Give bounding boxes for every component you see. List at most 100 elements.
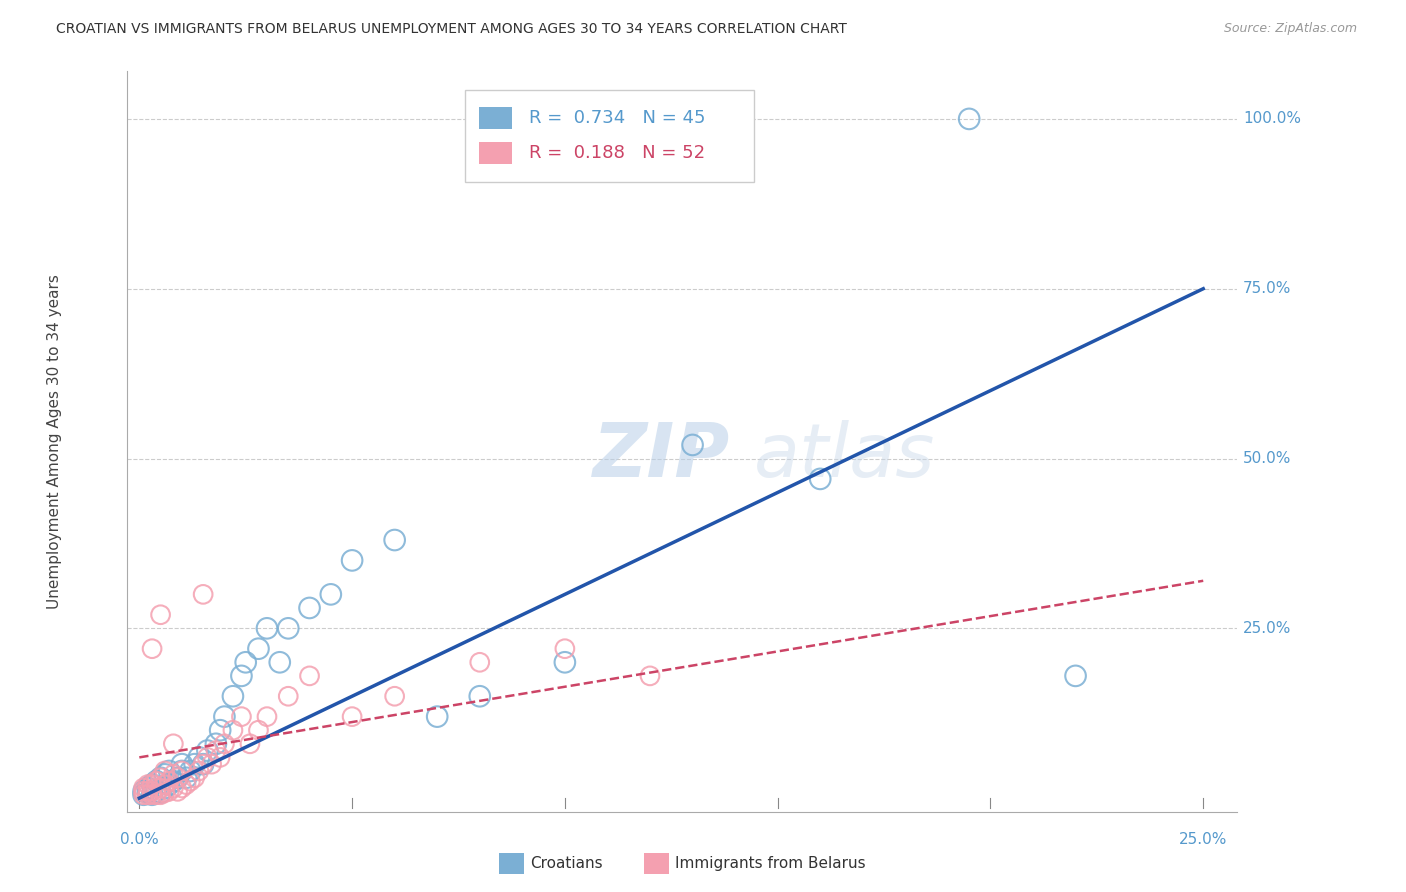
Point — [136, 778, 159, 792]
Text: 50.0%: 50.0% — [1243, 451, 1291, 466]
Point — [153, 767, 176, 781]
Point — [145, 788, 167, 802]
Text: 25.0%: 25.0% — [1243, 621, 1291, 636]
Point — [153, 778, 176, 792]
Point — [166, 771, 188, 785]
Point — [197, 743, 219, 757]
Point — [132, 784, 155, 798]
Point — [222, 690, 245, 704]
Point — [247, 723, 270, 738]
Point — [145, 784, 167, 798]
Text: 100.0%: 100.0% — [1243, 112, 1301, 127]
Point — [145, 774, 167, 789]
Point — [384, 690, 406, 704]
Point — [170, 757, 193, 772]
Point — [554, 641, 576, 656]
Point — [179, 774, 201, 789]
Point — [132, 784, 155, 798]
Point — [162, 767, 184, 781]
Point — [340, 709, 363, 723]
Point — [277, 621, 299, 635]
Point — [170, 764, 193, 778]
Point — [149, 607, 172, 622]
Point — [136, 780, 159, 795]
Point — [638, 669, 661, 683]
Text: R =  0.188   N = 52: R = 0.188 N = 52 — [529, 144, 704, 161]
Point — [153, 764, 176, 778]
Point — [277, 690, 299, 704]
FancyBboxPatch shape — [465, 90, 754, 183]
Point — [682, 438, 704, 452]
Text: 25.0%: 25.0% — [1180, 832, 1227, 847]
Point — [209, 750, 232, 764]
Point — [145, 780, 167, 795]
Text: ZIP: ZIP — [593, 420, 730, 493]
Point — [426, 709, 449, 723]
Point — [170, 764, 193, 778]
Point — [162, 780, 184, 795]
Point — [554, 655, 576, 669]
Point — [170, 780, 193, 795]
Point — [298, 669, 321, 683]
Point — [141, 641, 163, 656]
Point — [141, 788, 163, 802]
Point — [136, 784, 159, 798]
Point — [183, 771, 205, 785]
Point — [149, 771, 172, 785]
Point — [957, 112, 980, 126]
Point — [256, 709, 278, 723]
Point — [166, 784, 188, 798]
Point — [157, 778, 180, 792]
Point — [153, 780, 176, 795]
Text: 75.0%: 75.0% — [1243, 281, 1291, 296]
FancyBboxPatch shape — [478, 107, 512, 129]
Point — [235, 655, 257, 669]
Point — [191, 757, 214, 772]
Point — [205, 737, 228, 751]
Point — [201, 757, 224, 772]
Point — [174, 778, 197, 792]
Point — [141, 784, 163, 798]
Text: CROATIAN VS IMMIGRANTS FROM BELARUS UNEMPLOYMENT AMONG AGES 30 TO 34 YEARS CORRE: CROATIAN VS IMMIGRANTS FROM BELARUS UNEM… — [56, 22, 846, 37]
Point — [174, 771, 197, 785]
Point — [205, 743, 228, 757]
Point — [149, 786, 172, 800]
Point — [231, 669, 253, 683]
Point — [162, 737, 184, 751]
Point — [187, 750, 209, 764]
Point — [239, 737, 262, 751]
Point — [132, 788, 155, 802]
Text: Immigrants from Belarus: Immigrants from Belarus — [675, 856, 866, 871]
Point — [468, 655, 491, 669]
Point — [141, 778, 163, 792]
Point — [149, 771, 172, 785]
Point — [214, 709, 236, 723]
Point — [191, 587, 214, 601]
FancyBboxPatch shape — [478, 142, 512, 164]
Point — [191, 757, 214, 772]
Point — [187, 764, 209, 778]
Point — [269, 655, 291, 669]
Point — [132, 788, 155, 802]
Point — [179, 764, 201, 778]
Point — [808, 472, 831, 486]
Point — [166, 771, 188, 785]
Text: Croatians: Croatians — [530, 856, 603, 871]
Text: atlas: atlas — [754, 420, 935, 492]
Point — [319, 587, 342, 601]
Text: Unemployment Among Ages 30 to 34 years: Unemployment Among Ages 30 to 34 years — [46, 274, 62, 609]
Point — [256, 621, 278, 635]
Point — [468, 690, 491, 704]
Point — [141, 788, 163, 802]
Text: 0.0%: 0.0% — [120, 832, 159, 847]
Point — [231, 709, 253, 723]
Point — [183, 757, 205, 772]
Point — [141, 778, 163, 792]
Point — [209, 723, 232, 738]
Text: R =  0.734   N = 45: R = 0.734 N = 45 — [529, 109, 706, 127]
Point — [136, 786, 159, 800]
Point — [145, 774, 167, 789]
Point — [153, 786, 176, 800]
Point — [132, 780, 155, 795]
Point — [149, 780, 172, 795]
